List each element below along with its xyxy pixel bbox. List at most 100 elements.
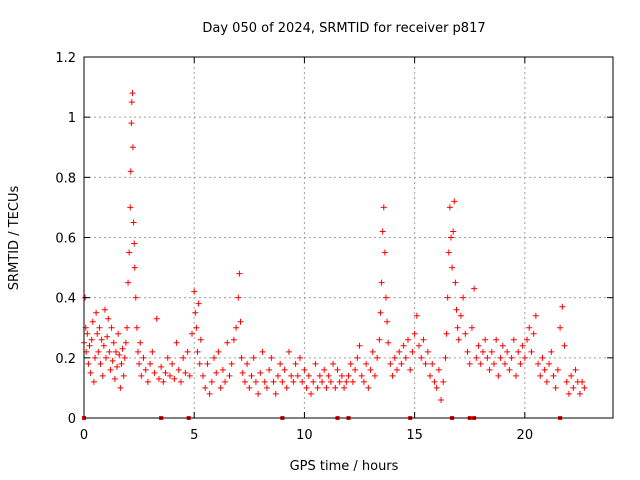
data-point [136,360,143,367]
data-point [501,360,508,367]
data-point [528,348,535,355]
data-point [554,366,561,373]
data-point [396,348,403,355]
data-point [579,378,586,385]
data-point [524,336,531,343]
data-point [101,306,108,313]
data-point [384,318,391,325]
data-points [81,90,588,420]
data-point [391,354,398,361]
data-point [153,315,160,322]
data-point [128,99,135,106]
data-point [442,354,449,361]
data-point [310,378,317,385]
data-point [208,378,215,385]
data-point [186,372,193,379]
data-point [193,324,200,331]
data-point [115,330,122,337]
data-point [169,360,176,367]
data-point [530,330,537,337]
data-point [182,369,189,376]
data-point [484,354,491,361]
data-point [377,309,384,316]
data-point [151,369,158,376]
data-point [246,384,253,391]
data-point [88,336,95,343]
data-point [352,366,359,373]
data-point [87,369,94,376]
data-point [493,336,500,343]
data-point [413,312,420,319]
data-point [222,378,229,385]
data-point [120,372,127,379]
data-point [177,378,184,385]
data-point [526,324,533,331]
data-point [279,378,286,385]
y-tick-label: 0.6 [55,232,76,247]
data-point [519,342,526,349]
data-point [515,348,522,355]
data-point [517,360,524,367]
data-point [147,360,154,367]
data-point [323,384,330,391]
data-point [420,336,427,343]
ticks: 0 0.2 0.4 0.6 0.8 1 1.2 0 5 10 15 20 [55,51,613,443]
data-point [450,228,457,235]
data-point [312,360,319,367]
data-point [142,366,149,373]
data-point [131,264,138,271]
data-point [338,372,345,379]
data-point [299,378,306,385]
data-point [411,330,418,337]
data-point [292,360,299,367]
data-point [274,372,281,379]
data-point [422,360,429,367]
data-point [204,360,211,367]
data-point [427,372,434,379]
data-point [288,372,295,379]
data-point [215,348,222,355]
data-point [230,336,237,343]
data-point [211,354,218,361]
data-point [122,339,129,346]
data-point [90,378,97,385]
data-point [407,366,414,373]
data-point [266,366,273,373]
data-point [270,378,277,385]
data-point [513,372,520,379]
data-point [532,312,539,319]
data-point [535,360,542,367]
data-point [381,249,388,256]
data-point [238,354,245,361]
data-point [488,348,495,355]
data-point [466,360,473,367]
data-point [219,366,226,373]
data-point [111,375,118,382]
data-point [297,354,304,361]
data-point [360,378,367,385]
data-point [268,354,275,361]
data-point [495,372,502,379]
data-point [119,345,126,352]
data-point [103,354,110,361]
data-point [236,270,243,277]
data-point [405,336,412,343]
data-point [133,324,140,331]
data-point [572,366,579,373]
data-point [301,366,308,373]
data-point [118,360,125,367]
data-point [546,360,553,367]
data-point [336,378,343,385]
data-point [559,303,566,310]
data-point [548,348,555,355]
data-point [135,348,142,355]
data-point [255,390,262,397]
data-point [129,144,136,151]
data-point [371,372,378,379]
data-point [418,354,425,361]
data-point [455,336,462,343]
data-point [114,363,121,370]
data-point [195,300,202,307]
